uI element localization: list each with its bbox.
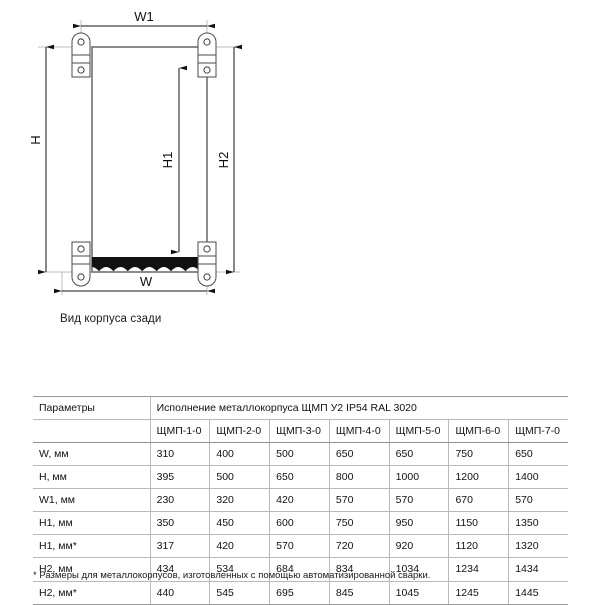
- row-param-label: H2, мм: [33, 557, 151, 582]
- row-value: 1234: [448, 557, 509, 582]
- header-cell-model-3: ЩМП-3-0: [269, 419, 330, 444]
- dimension-label-w1: W1: [134, 9, 154, 24]
- table-row: H1, мм 350 450 600 750 950 1150 1350: [33, 511, 568, 536]
- row-value: 317: [149, 534, 210, 559]
- table-row: H, мм 395 500 650 800 1000 1200 1400: [33, 465, 568, 490]
- row-value: 1400: [508, 465, 568, 490]
- header-cell-model-4: ЩМП-4-0: [328, 419, 390, 444]
- row-value: 1320: [508, 534, 568, 559]
- dimension-label-w: W: [140, 274, 153, 289]
- specifications-table: Параметры Исполнение металлокорпуса ЩМП …: [33, 395, 568, 605]
- row-value: 534: [209, 557, 270, 582]
- table-row: H1, мм* 317 420 570 720 920 1120 1320: [33, 534, 568, 559]
- mounting-bracket-top-left: [71, 32, 91, 78]
- header-cell-model-6: ЩМП-6-0: [448, 419, 509, 444]
- row-value: 570: [269, 534, 330, 559]
- row-value: 1150: [448, 511, 509, 536]
- weld-seam-band: [91, 257, 207, 272]
- row-param-label: H, мм: [33, 465, 151, 490]
- row-value: 800: [328, 465, 390, 490]
- header-cell-model-7: ЩМП-7-0: [508, 419, 568, 444]
- mounting-bracket-top-right: [197, 32, 217, 78]
- row-value: 545: [209, 581, 270, 605]
- mounting-bracket-bottom-right: [197, 241, 217, 287]
- row-value: 684: [269, 557, 330, 582]
- table-row: W, мм 310 400 500 650 650 750 650: [33, 442, 568, 467]
- dimension-label-h1: H1: [160, 152, 175, 169]
- row-value: 920: [388, 534, 449, 559]
- mounting-bracket-bottom-left: [71, 241, 91, 287]
- row-value: 670: [448, 488, 509, 513]
- row-value: 1434: [508, 557, 568, 582]
- row-value: 350: [149, 511, 210, 536]
- row-value: 395: [149, 465, 210, 490]
- row-value: 1200: [448, 465, 509, 490]
- enclosure-rear-view-svg: W1 W H H1 H2: [28, 9, 242, 295]
- row-value: 230: [149, 488, 210, 513]
- header-cell-model-1: ЩМП-1-0: [149, 419, 210, 444]
- row-value: 450: [209, 511, 270, 536]
- row-value: 420: [209, 534, 270, 559]
- row-value: 750: [328, 511, 390, 536]
- row-value: 845: [328, 581, 390, 605]
- row-value: 440: [149, 581, 210, 605]
- table-footnote: * Размеры для металлокорпусов, изготовле…: [33, 570, 431, 581]
- row-value: 600: [269, 511, 330, 536]
- table-header-row-models: ЩМП-1-0 ЩМП-2-0 ЩМП-3-0 ЩМП-4-0 ЩМП-5-0 …: [33, 419, 568, 444]
- row-value: 1245: [448, 581, 509, 605]
- header-cell-merged-title: Исполнение металлокорпуса ЩМП У2 IP54 RA…: [149, 395, 568, 421]
- row-value: 320: [209, 488, 270, 513]
- row-param-label: H1, мм*: [33, 534, 151, 559]
- table-row: H2, мм 434 534 684 834 1034 1234 1434: [33, 557, 568, 582]
- row-value: 1120: [448, 534, 509, 559]
- table-row: W1, мм 230 320 420 570 570 670 570: [33, 488, 568, 513]
- dimension-label-h2: H2: [216, 152, 231, 169]
- header-cell-model-2: ЩМП-2-0: [209, 419, 270, 444]
- row-value: 310: [149, 442, 210, 467]
- row-value: 834: [328, 557, 390, 582]
- row-value: 650: [508, 442, 568, 467]
- technical-drawing: W1 W H H1 H2 Вид корпуса сзади: [28, 9, 242, 325]
- row-param-label: H2, мм*: [33, 581, 151, 605]
- row-value: 570: [388, 488, 449, 513]
- row-value: 695: [269, 581, 330, 605]
- header-cell-parameters: Параметры: [33, 395, 151, 421]
- enclosure-body-outline: [91, 46, 208, 273]
- row-value: 1350: [508, 511, 568, 536]
- row-param-label: W1, мм: [33, 488, 151, 513]
- row-value: 1445: [508, 581, 568, 605]
- row-value: 500: [269, 442, 330, 467]
- table-header-row-merged: Параметры Исполнение металлокорпуса ЩМП …: [33, 395, 568, 421]
- row-value: 434: [149, 557, 210, 582]
- specifications-table-body: Параметры Исполнение металлокорпуса ЩМП …: [33, 395, 568, 605]
- dimension-label-h: H: [28, 135, 43, 144]
- header-cell-empty: [33, 419, 151, 444]
- row-value: 950: [388, 511, 449, 536]
- row-value: 570: [328, 488, 390, 513]
- header-cell-model-5: ЩМП-5-0: [388, 419, 449, 444]
- row-value: 570: [508, 488, 568, 513]
- table-row: H2, мм* 440 545 695 845 1045 1245 1445: [33, 581, 568, 605]
- specifications-table-wrapper: Параметры Исполнение металлокорпуса ЩМП …: [33, 395, 568, 605]
- row-value: 500: [209, 465, 270, 490]
- row-value: 1000: [388, 465, 449, 490]
- drawing-caption: Вид корпуса сзади: [60, 313, 162, 325]
- row-param-label: W, мм: [33, 442, 151, 467]
- row-value: 1045: [388, 581, 449, 605]
- row-value: 400: [209, 442, 270, 467]
- row-value: 420: [269, 488, 330, 513]
- row-value: 650: [328, 442, 390, 467]
- row-value: 720: [328, 534, 390, 559]
- row-value: 750: [448, 442, 509, 467]
- row-param-label: H1, мм: [33, 511, 151, 536]
- row-value: 650: [269, 465, 330, 490]
- row-value: 650: [388, 442, 449, 467]
- row-value: 1034: [388, 557, 449, 582]
